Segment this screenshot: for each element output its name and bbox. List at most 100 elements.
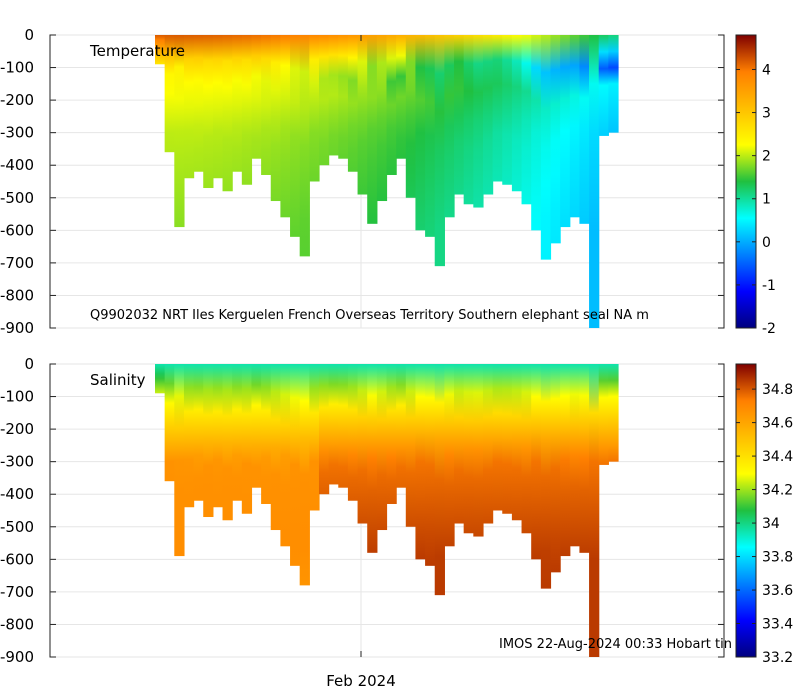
profile-bar <box>482 35 494 195</box>
profile-bar <box>598 35 609 136</box>
colorbar-tick-label: -2 <box>762 321 776 337</box>
profile-bar <box>521 35 532 205</box>
y-tick-label: -300 <box>0 124 34 142</box>
profile-bar <box>338 35 349 159</box>
colorbar-tick-label: 2 <box>762 149 771 165</box>
profile-bar <box>367 364 378 553</box>
salinity-title: Salinity <box>90 371 146 389</box>
colorbar-tick-label: 0 <box>762 235 771 251</box>
profile-bar <box>183 364 195 508</box>
profile-bar <box>550 364 561 573</box>
y-tick-label: -100 <box>0 59 34 77</box>
profile-bar <box>473 364 484 537</box>
profile-bar <box>357 364 368 524</box>
profile-bar <box>232 35 243 172</box>
colorbar-tick-label: 4 <box>762 62 771 78</box>
profile-bar <box>608 364 619 462</box>
profile-bar <box>589 364 600 657</box>
profile-bar <box>463 364 474 534</box>
temperature-profiles <box>155 35 619 328</box>
profile-bar <box>425 364 436 566</box>
profile-bar <box>396 35 407 159</box>
y-tick-label: -300 <box>0 453 34 471</box>
profile-bar <box>511 364 523 521</box>
profile-bar <box>425 35 436 237</box>
profile-bar <box>290 35 301 237</box>
profile-bar <box>405 35 417 198</box>
profile-bar <box>155 35 166 65</box>
profile-bar <box>569 35 581 218</box>
salinity-profiles <box>155 364 619 657</box>
y-tick-label: -900 <box>0 648 34 666</box>
profile-bar <box>261 364 272 504</box>
temperature-colorbar <box>735 34 757 329</box>
profile-bar <box>550 35 561 244</box>
profile-bar <box>347 35 359 172</box>
profile-bar <box>376 364 388 531</box>
temperature-colorbar-ticks: 4 3 2 1 0 -1 -2 <box>736 62 776 337</box>
profile-bar <box>386 364 397 504</box>
y-tick-label: -600 <box>0 221 34 239</box>
profile-bar <box>183 35 195 179</box>
profile-bar <box>579 364 590 553</box>
salinity-colorbar <box>735 363 757 658</box>
profile-bar <box>492 364 503 511</box>
profile-bar <box>251 35 262 159</box>
y-tick-label: -200 <box>0 91 34 109</box>
profile-bar <box>560 364 571 557</box>
profile-bar <box>367 35 378 224</box>
profile-bar <box>473 35 484 208</box>
y-tick-label: -800 <box>0 286 34 304</box>
profile-bar <box>540 364 552 589</box>
colorbar-tick-label: 34.4 <box>762 449 793 465</box>
y-tick-label: -500 <box>0 189 34 207</box>
profile-bar <box>386 35 397 175</box>
profile-bar <box>415 364 426 560</box>
y-tick-label: -100 <box>0 388 34 406</box>
colorbar-tick-label: 3 <box>762 106 771 122</box>
profile-bar <box>405 364 417 527</box>
colorbar-tick-label: -1 <box>762 278 776 294</box>
profile-bar <box>270 35 281 202</box>
profile-bar <box>212 35 224 179</box>
colorbar-tick-label: 33.6 <box>762 583 793 599</box>
colorbar-tick-label: 33.2 <box>762 650 793 666</box>
colorbar-tick-label: 34 <box>762 516 780 532</box>
profile-bar <box>531 35 542 231</box>
profile-bar <box>174 35 185 228</box>
colorbar-tick-label: 1 <box>762 192 771 208</box>
temperature-title: Temperature <box>89 42 185 60</box>
y-tick-label: -200 <box>0 420 34 438</box>
y-tick-label: 0 <box>24 355 34 373</box>
colorbar-tick-label: 34.8 <box>762 382 793 398</box>
profile-bar <box>270 364 281 531</box>
colorbar-tick-label: 34.2 <box>762 483 793 499</box>
salinity-panel: 0 -100 -200 -300 -400 -500 -600 -700 -800 -900 Sa… <box>0 355 793 666</box>
y-tick-label: -800 <box>0 615 34 633</box>
profile-bar <box>155 364 166 394</box>
profile-bar <box>299 364 310 586</box>
profile-bar <box>318 35 330 166</box>
profile-bar <box>454 364 465 524</box>
profile-bar <box>598 364 609 465</box>
y-tick-label: -700 <box>0 254 34 272</box>
profile-bar <box>357 35 368 195</box>
temperature-panel: 0 -100 -200 -300 -400 -500 -600 -700 -800 -900 Te… <box>0 26 776 337</box>
profile-bar <box>309 364 320 511</box>
profile-bar <box>540 35 552 260</box>
profile-bar <box>328 364 339 485</box>
profile-bar <box>434 364 445 596</box>
y-tick-label: -500 <box>0 518 34 536</box>
temperature-annotation: Q9902032 NRT Iles Kerguelen French Overs… <box>90 308 649 323</box>
colorbar-tick-label: 34.6 <box>762 416 793 432</box>
profile-bar <box>203 35 214 189</box>
profile-bar <box>290 364 301 566</box>
profile-bar <box>521 364 532 534</box>
profile-bar <box>251 364 262 488</box>
profile-bar <box>164 35 175 153</box>
y-tick-label: -700 <box>0 583 34 601</box>
profile-bar <box>492 35 503 182</box>
profile-bar <box>241 364 253 514</box>
y-tick-label: -900 <box>0 319 34 337</box>
profile-bar <box>531 364 542 560</box>
